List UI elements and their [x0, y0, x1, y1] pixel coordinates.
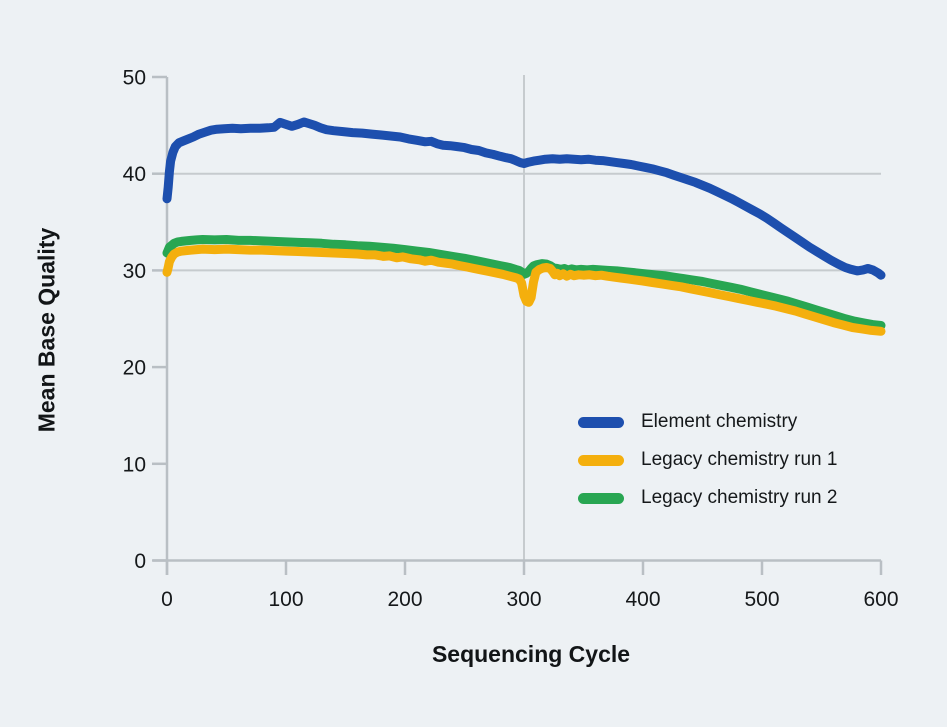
y-tick-label: 40 — [123, 163, 146, 186]
legend: Element chemistry Legacy chemistry run 1… — [578, 409, 837, 523]
y-tick-label: 50 — [123, 67, 146, 90]
legend-swatch-legacy-run-1 — [578, 454, 624, 466]
x-tick-label: 100 — [268, 588, 303, 611]
legend-swatch-legacy-run-2 — [578, 492, 624, 504]
x-tick-label: 200 — [387, 588, 422, 611]
y-tick-label: 30 — [123, 260, 146, 283]
x-tick-label: 0 — [161, 588, 173, 611]
y-tick-label: 0 — [134, 550, 146, 573]
legend-item-element-chemistry: Element chemistry — [578, 409, 837, 435]
series-line-legacy-chemistry-run-2 — [162, 235, 886, 330]
series-line-legacy-chemistry-run-1 — [162, 244, 886, 336]
y-axis-title: Mean Base Quality — [33, 227, 60, 433]
legend-item-legacy-run-1: Legacy chemistry run 1 — [578, 447, 837, 473]
x-tick-label: 400 — [625, 588, 660, 611]
legend-item-legacy-run-2: Legacy chemistry run 2 — [578, 485, 837, 511]
legend-swatch-element-chemistry — [578, 416, 624, 428]
legend-label: Legacy chemistry run 2 — [641, 487, 838, 508]
x-axis-title: Sequencing Cycle — [431, 641, 631, 667]
y-tick-label: 10 — [123, 453, 146, 476]
legend-label: Element chemistry — [641, 411, 798, 432]
y-tick-label: 20 — [123, 357, 146, 380]
x-tick-label: 500 — [744, 588, 779, 611]
legend-label: Legacy chemistry run 1 — [641, 449, 838, 470]
x-tick-label: 600 — [863, 588, 898, 611]
series-line-element-chemistry — [162, 117, 886, 280]
x-tick-label: 300 — [506, 588, 541, 611]
